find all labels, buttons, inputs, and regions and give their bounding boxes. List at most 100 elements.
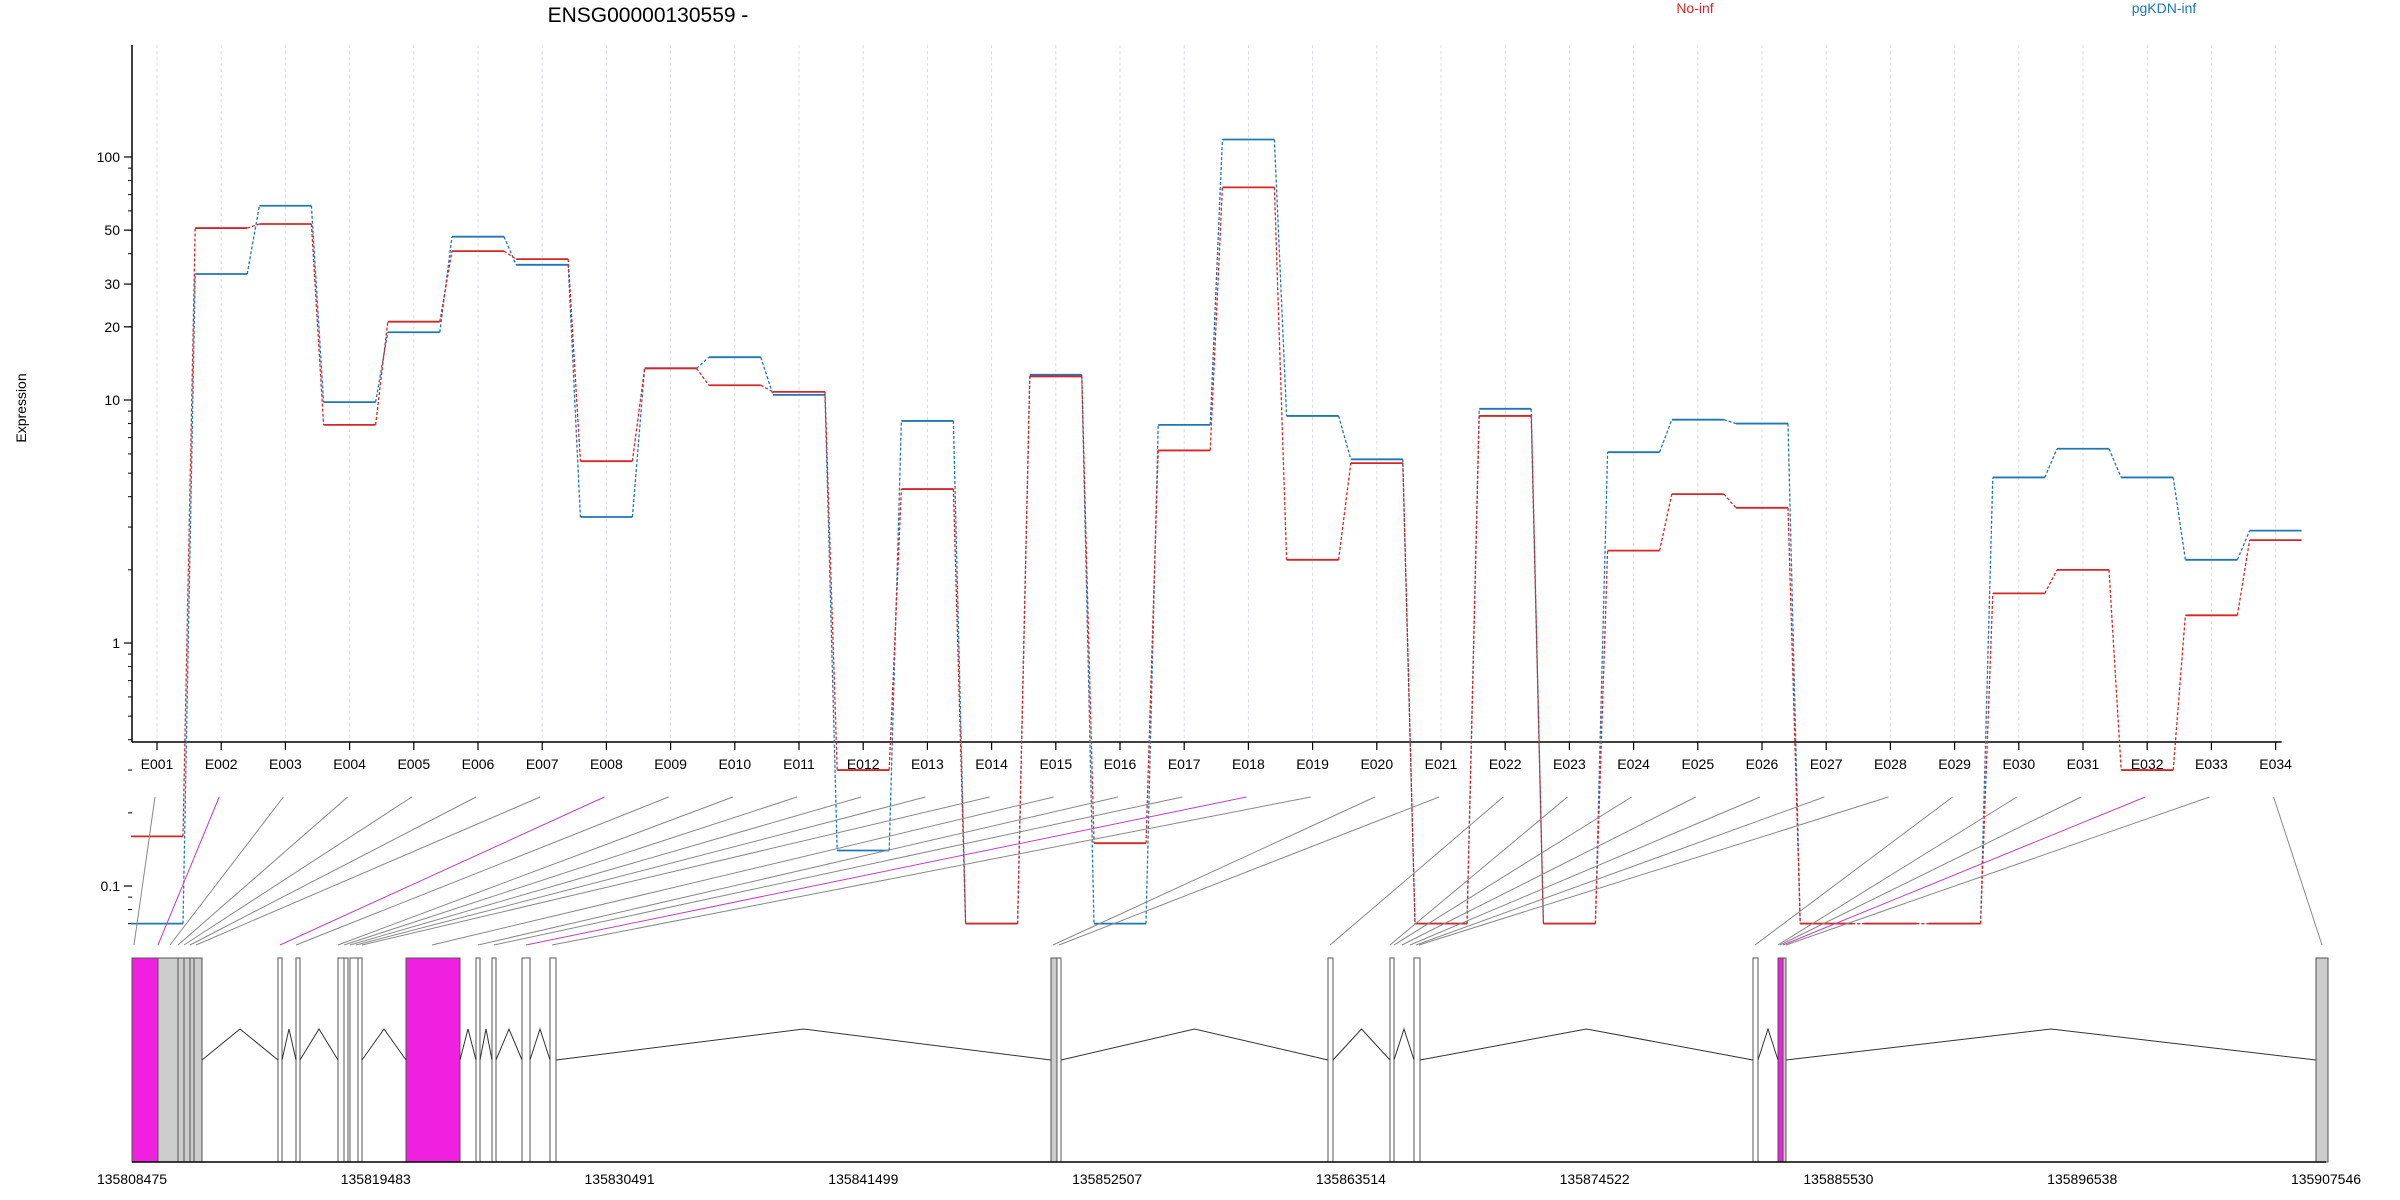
x-tick-label: E033 <box>2195 756 2228 772</box>
y-tick-label: 0.1 <box>101 878 121 894</box>
exon-block <box>295 957 301 1163</box>
series-connector <box>1979 593 1994 924</box>
series-connector <box>246 205 261 275</box>
exon-block <box>157 957 179 1163</box>
intron-line <box>495 1027 523 1061</box>
x-tick-label: E014 <box>975 756 1008 772</box>
series-connector <box>1402 463 1416 924</box>
exon-block <box>491 957 497 1163</box>
exon-block <box>183 957 191 1163</box>
exon-link-line <box>133 796 156 946</box>
series-connector <box>952 420 967 924</box>
exon-link-line <box>1329 796 1504 946</box>
series-connector <box>696 356 710 369</box>
exon-link-line <box>1418 796 1889 946</box>
x-tick-label: E011 <box>783 756 815 772</box>
series-connector <box>182 228 196 837</box>
exon-block <box>1050 957 1058 1163</box>
genomic-coordinate-axis: 135808475 135819483 135830491 135841499 1358… <box>97 1171 2361 1187</box>
x-tick-label: E024 <box>1617 756 1650 772</box>
series-connector <box>310 205 325 403</box>
intron-line <box>555 1028 1052 1061</box>
series-connector <box>2236 530 2251 561</box>
exon-block <box>1413 957 1421 1163</box>
exon-link-line <box>1409 796 1761 946</box>
y-tick-label: 20 <box>104 319 120 335</box>
series-connector <box>2172 615 2187 771</box>
x-tick-label: E012 <box>847 756 880 772</box>
x-tick-label: E027 <box>1810 756 1843 772</box>
exon-link-line <box>525 796 1247 946</box>
coordinate-tick-label: 135808475 <box>97 1171 167 1187</box>
series-connector <box>760 357 774 396</box>
x-tick-label: E026 <box>1746 756 1779 772</box>
y-axis-label: Expression <box>13 373 29 442</box>
series-connector <box>2108 448 2122 478</box>
series-connector <box>1594 452 1609 924</box>
exon-block <box>1752 957 1759 1163</box>
x-axis: E001 E002 E003 E004 E005 E006 E007 E008 E009 E010… <box>132 741 2292 772</box>
series-connector <box>631 368 646 462</box>
x-tick-label: E010 <box>718 756 751 772</box>
y-tick-label: 50 <box>104 222 120 238</box>
x-tick-label: E031 <box>2067 756 2100 772</box>
series-connector <box>567 259 582 462</box>
legend-item-no-inf: No-inf <box>1676 0 1713 16</box>
series-connector <box>2108 569 2122 771</box>
exon-block <box>189 957 195 1163</box>
intron-line <box>459 1028 477 1061</box>
x-tick-label: E023 <box>1553 756 1586 772</box>
x-tick-label: E025 <box>1681 756 1714 772</box>
x-tick-label: E017 <box>1168 756 1201 772</box>
exon-link-line <box>1785 796 2210 946</box>
series-connector <box>503 250 517 260</box>
intron-line <box>1393 1027 1415 1061</box>
exon-link-line <box>349 796 862 946</box>
grid <box>156 45 2277 742</box>
series-connector <box>503 236 517 266</box>
exon-link-line <box>1401 796 1697 946</box>
series-connector <box>1723 493 1737 509</box>
series-connector <box>439 250 453 322</box>
exon-link-line <box>2273 796 2323 946</box>
x-tick-label: E016 <box>1104 756 1137 772</box>
exon-block <box>337 957 345 1163</box>
exon-link-line <box>1389 796 1568 946</box>
x-tick-label: E006 <box>462 756 495 772</box>
series-lines <box>131 138 2302 925</box>
coordinate-tick-label: 135819483 <box>341 1171 411 1187</box>
exon-link-line <box>1754 796 1953 946</box>
x-tick-label: E003 <box>269 756 302 772</box>
exon-block <box>343 957 349 1163</box>
y-tick-label: 10 <box>104 392 120 408</box>
series-pgkdn-inf <box>131 138 2302 925</box>
x-tick-label: E002 <box>205 756 238 772</box>
y-tick-label: 30 <box>104 276 120 292</box>
intron-line <box>1757 1027 1779 1061</box>
series-connector <box>1787 507 1801 924</box>
coordinate-tick-label: 135863514 <box>1316 1171 1386 1187</box>
series-connector <box>1081 374 1095 924</box>
exon-block <box>1327 957 1334 1163</box>
x-tick-label: E007 <box>526 756 559 772</box>
series-connector <box>1979 477 1994 924</box>
exon-link-line <box>177 796 348 946</box>
x-tick-label: E030 <box>2002 756 2035 772</box>
series-connector <box>696 367 710 386</box>
exon-block <box>549 957 557 1163</box>
exon-link-line <box>477 796 1119 946</box>
series-connector <box>439 236 453 333</box>
chart-title: ENSG00000130559 - <box>548 4 749 27</box>
exon-block <box>405 957 461 1163</box>
x-tick-label: E018 <box>1232 756 1265 772</box>
series-connector <box>1723 419 1737 425</box>
series-connector <box>888 489 903 771</box>
series-connector <box>1209 139 1224 425</box>
exon-link-line <box>157 796 220 946</box>
intron-line <box>1332 1028 1391 1061</box>
coordinate-tick-label: 135852507 <box>1072 1171 1142 1187</box>
intron-line <box>1785 1028 2317 1061</box>
intron-line <box>479 1028 493 1061</box>
exon-link-line <box>337 796 733 946</box>
